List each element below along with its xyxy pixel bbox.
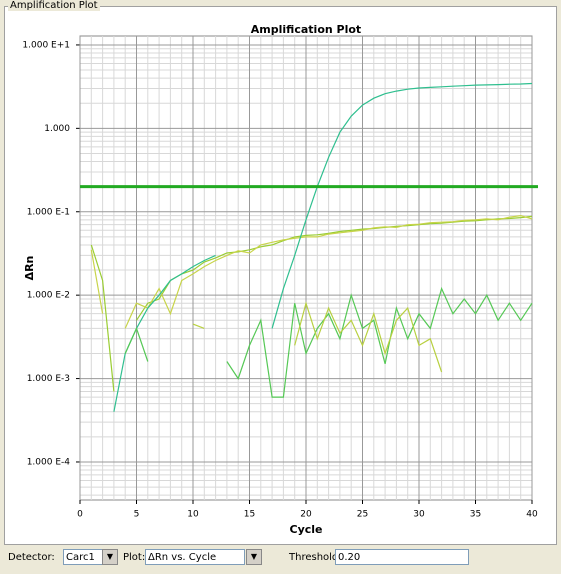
x-tick-label: 5 [134,510,140,520]
x-tick-label: 25 [357,510,368,520]
series-line [192,301,443,373]
threshold-label: Threshold: [289,552,342,563]
plot-select[interactable]: ΔRn vs. Cycle [145,549,245,565]
y-tick-label: 1.000 E-2 [27,291,70,301]
series-line [90,214,533,329]
y-tick-label: 1.000 E+1 [22,40,70,50]
y-tick-label: 1.000 E-4 [27,457,71,467]
x-tick-label: 15 [244,510,255,520]
x-tick-label: 0 [77,510,83,520]
series-line [90,215,533,392]
y-tick-label: 1.000 E-3 [27,374,70,384]
threshold-input[interactable]: 0.20 [335,549,469,565]
x-tick-label: 20 [300,510,312,520]
chart-title: Amplification Plot [251,23,361,36]
x-tick-label: 35 [470,510,481,520]
detector-select[interactable]: Carc1 [63,549,103,565]
plot-label: Plot: [123,552,146,563]
x-tick-label: 30 [413,510,425,520]
panel-title: Amplification Plot [8,0,100,11]
y-tick-label: 1.000 [44,124,70,134]
detector-label: Detector: [8,552,55,563]
y-tick-label: 1.000 E-1 [27,207,70,217]
detector-dropdown[interactable]: ▼ [102,549,118,565]
series-line [124,286,533,398]
x-tick-label: 10 [187,510,199,520]
x-tick-label: 40 [526,510,538,520]
y-axis-label: ΔRn [23,256,36,281]
plot-dropdown[interactable]: ▼ [246,549,262,565]
x-axis-label: Cycle [290,523,323,536]
